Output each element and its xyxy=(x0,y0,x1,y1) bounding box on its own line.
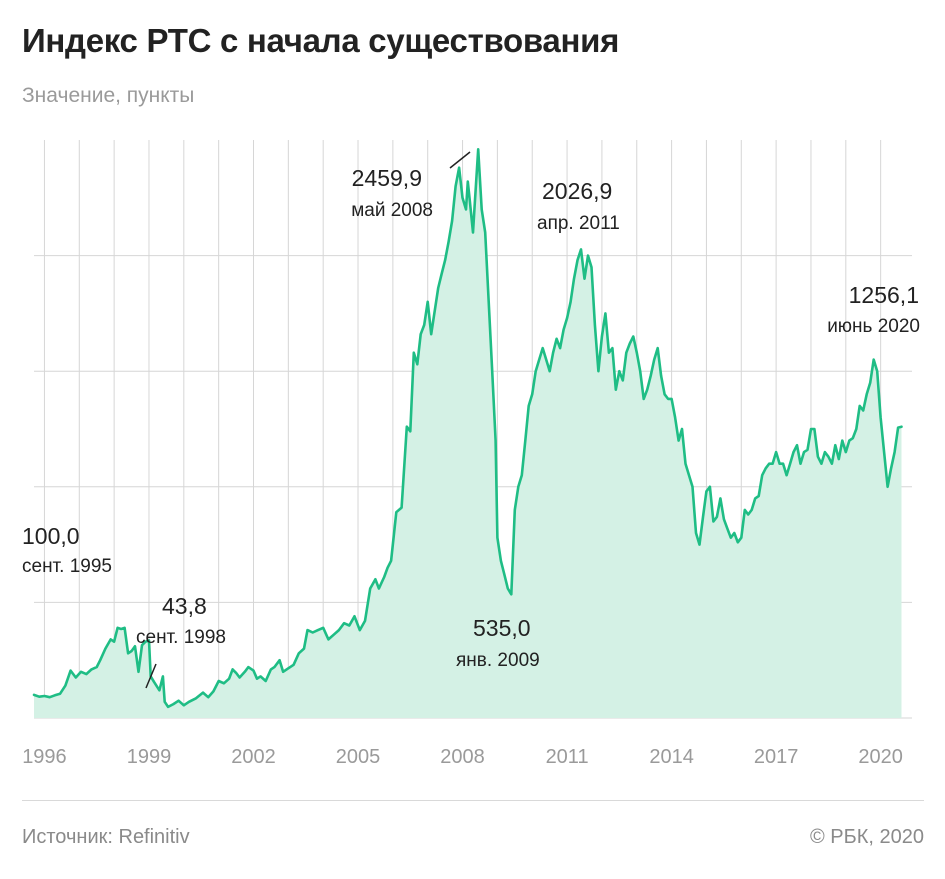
annotation-leader-line xyxy=(145,663,157,689)
annotation-may-2008: 2459,9 май 2008 xyxy=(351,151,471,221)
chart-title: Индекс РТС с начала существования xyxy=(22,22,620,59)
x-tick-label: 2008 xyxy=(440,746,485,768)
x-tick-label: 2002 xyxy=(231,746,276,768)
annotation-date: сент. 1998 xyxy=(136,627,226,648)
annotation-date: сент. 1995 xyxy=(22,556,112,577)
x-tick-label: 2014 xyxy=(649,746,694,768)
annotation-value: 1256,1 xyxy=(849,282,919,308)
chart-subtitle: Значение, пункты xyxy=(22,84,195,107)
annotation-value: 100,0 xyxy=(22,523,80,549)
annotation-apr-2011: 2026,9 апр. 2011 xyxy=(537,178,620,234)
x-tick-label: 1999 xyxy=(127,746,172,768)
footer-divider xyxy=(22,800,924,801)
annotation-sept-1998: 43,8 сент. 1998 xyxy=(136,593,226,689)
x-tick-label: 2020 xyxy=(858,746,903,768)
x-tick-label: 2005 xyxy=(336,746,381,768)
annotation-value: 43,8 xyxy=(162,593,207,619)
annotation-june-2020: 1256,1 июнь 2020 xyxy=(827,282,920,337)
index-line xyxy=(32,148,903,709)
annotation-jan-2009: 535,0 янв. 2009 xyxy=(456,615,540,671)
annotation-date: апр. 2011 xyxy=(537,213,620,234)
annotation-date: июнь 2020 xyxy=(827,316,920,337)
x-tick-label: 2011 xyxy=(546,746,589,768)
index-area xyxy=(34,149,902,719)
annotation-value: 2459,9 xyxy=(352,165,422,191)
x-axis-tick-labels: 1996 1999 2002 2005 2008 2011 2014 2017 2020 xyxy=(22,746,903,768)
annotation-value: 2026,9 xyxy=(542,178,612,204)
source-note: Источник: Refinitiv xyxy=(22,826,190,848)
annotation-sept-1995: 100,0 сент. 1995 xyxy=(22,523,112,577)
annotation-leader-line xyxy=(449,151,471,169)
copyright-note: © РБК, 2020 xyxy=(809,826,924,848)
x-tick-label: 2017 xyxy=(754,746,799,768)
annotation-date: май 2008 xyxy=(351,200,433,221)
x-tick-label: 1996 xyxy=(22,746,67,768)
annotation-date: янв. 2009 xyxy=(456,650,540,671)
annotation-value: 535,0 xyxy=(473,615,531,641)
rts-index-chart: 1996 1999 2002 2005 2008 2011 2014 2017 2020 100… xyxy=(22,140,920,768)
